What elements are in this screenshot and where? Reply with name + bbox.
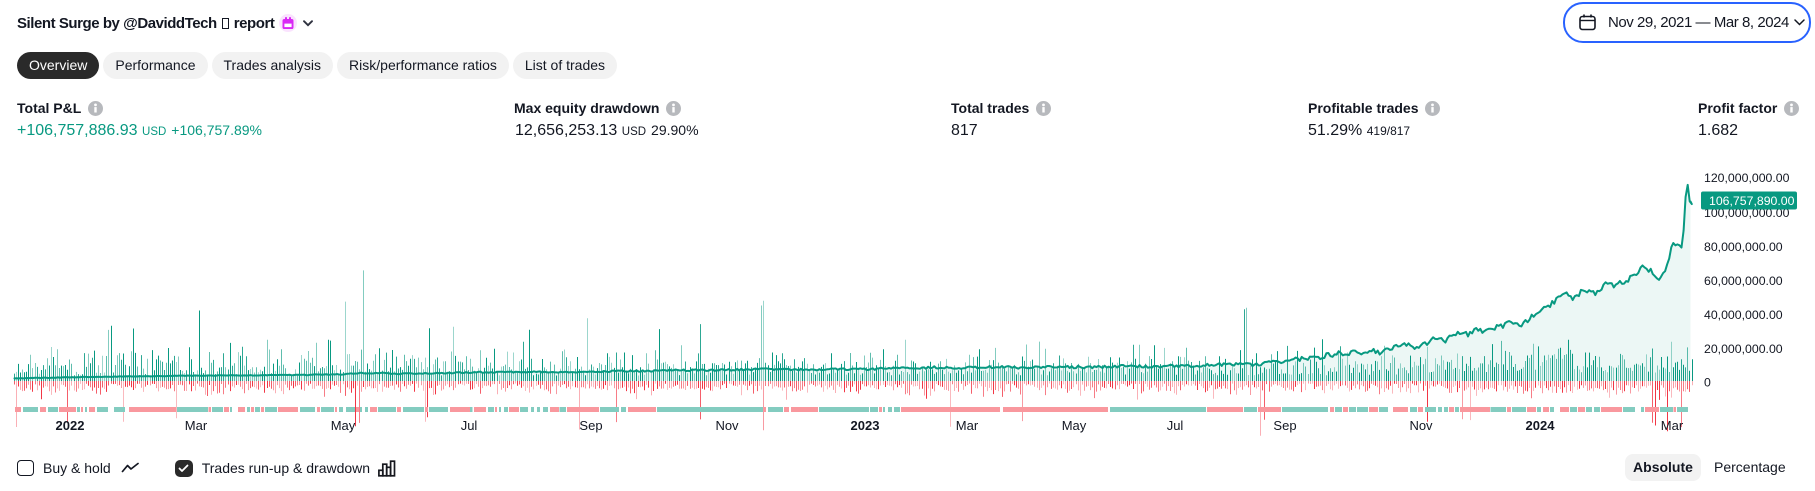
svg-text:106,757,890.00: 106,757,890.00 [1709, 194, 1795, 208]
svg-text:40,000,000.00: 40,000,000.00 [1704, 308, 1783, 322]
svg-text:0: 0 [1704, 375, 1711, 389]
svg-text:Mar: Mar [956, 418, 979, 433]
svg-text:Sep: Sep [579, 418, 602, 433]
svg-text:2024: 2024 [1526, 418, 1556, 433]
svg-text:120,000,000.00: 120,000,000.00 [1704, 171, 1790, 185]
svg-text:May: May [331, 418, 356, 433]
svg-text:80,000,000.00: 80,000,000.00 [1704, 240, 1783, 254]
svg-text:May: May [1062, 418, 1087, 433]
svg-text:20,000,000.00: 20,000,000.00 [1704, 342, 1783, 356]
svg-text:Mar: Mar [185, 418, 208, 433]
svg-text:Jul: Jul [1167, 418, 1184, 433]
svg-text:Mar: Mar [1661, 418, 1684, 433]
svg-text:Nov: Nov [1409, 418, 1433, 433]
svg-text:Jul: Jul [461, 418, 478, 433]
svg-text:2023: 2023 [851, 418, 880, 433]
svg-text:Sep: Sep [1273, 418, 1296, 433]
svg-text:Nov: Nov [715, 418, 739, 433]
svg-text:60,000,000.00: 60,000,000.00 [1704, 274, 1783, 288]
svg-text:2022: 2022 [56, 418, 85, 433]
